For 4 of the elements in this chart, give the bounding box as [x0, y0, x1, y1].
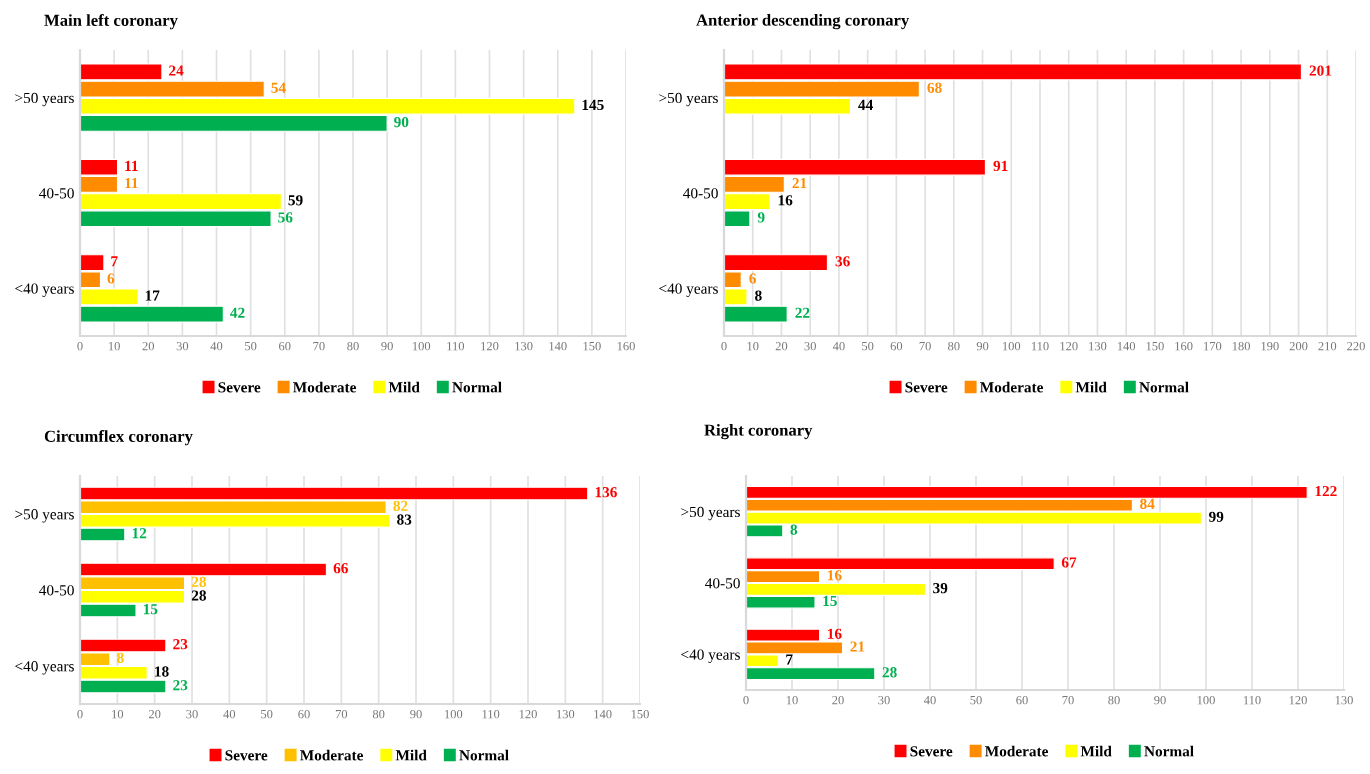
chart-title: Circumflex coronary	[44, 430, 193, 446]
chart-title: Main left coronary	[44, 14, 178, 30]
chart-title: Right coronary	[704, 424, 813, 440]
chart-title: Anterior descending coronary	[696, 14, 910, 30]
